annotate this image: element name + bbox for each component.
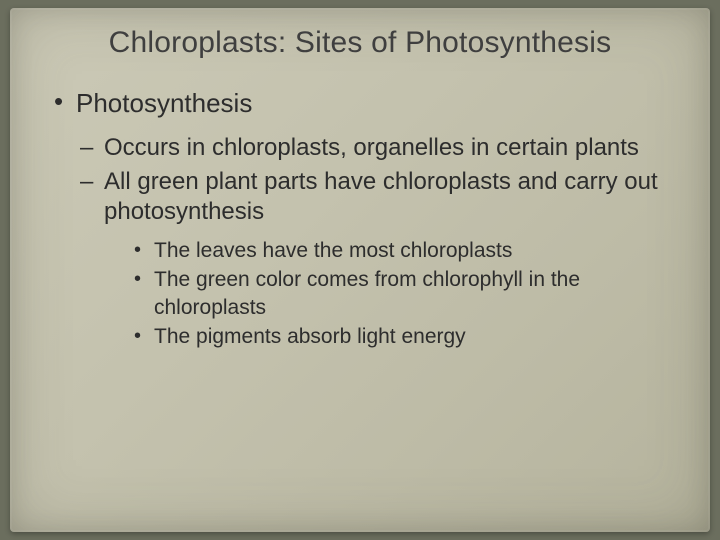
slide-title: Chloroplasts: Sites of Photosynthesis bbox=[40, 26, 680, 60]
list-item: All green plant parts have chloroplasts … bbox=[80, 167, 680, 350]
list-item: The green color comes from chlorophyll i… bbox=[134, 266, 680, 321]
bullet-text: All green plant parts have chloroplasts … bbox=[104, 168, 658, 225]
bullet-text: The pigments absorb light energy bbox=[154, 325, 466, 348]
list-item: Photosynthesis Occurs in chloroplasts, o… bbox=[54, 88, 680, 350]
slide-paper: Chloroplasts: Sites of Photosynthesis Ph… bbox=[10, 8, 710, 532]
bullet-text: Occurs in chloroplasts, organelles in ce… bbox=[104, 134, 639, 161]
bullet-list-level2: Occurs in chloroplasts, organelles in ce… bbox=[76, 133, 680, 350]
list-item: Occurs in chloroplasts, organelles in ce… bbox=[80, 133, 680, 163]
bullet-list-level1: Photosynthesis Occurs in chloroplasts, o… bbox=[40, 88, 680, 350]
bullet-list-level3: The leaves have the most chloroplasts Th… bbox=[104, 237, 680, 350]
bullet-text: The leaves have the most chloroplasts bbox=[154, 239, 512, 262]
bullet-text: Photosynthesis bbox=[76, 88, 252, 118]
bullet-text: The green color comes from chlorophyll i… bbox=[154, 268, 580, 318]
list-item: The leaves have the most chloroplasts bbox=[134, 237, 680, 264]
list-item: The pigments absorb light energy bbox=[134, 323, 680, 350]
